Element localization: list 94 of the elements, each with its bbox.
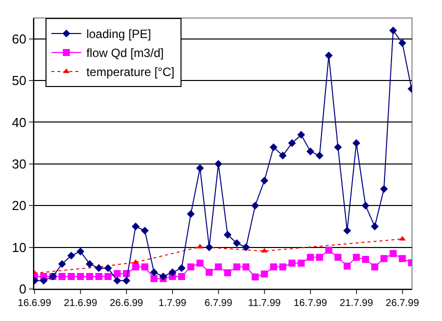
point	[270, 263, 278, 270]
point	[58, 272, 66, 280]
x-tick-label: 11.7.99	[248, 298, 282, 309]
point	[58, 260, 66, 268]
point	[242, 263, 250, 270]
point	[186, 210, 195, 218]
point	[362, 202, 370, 210]
point	[224, 230, 232, 239]
x-tick-label: 6.7.99	[204, 298, 233, 309]
y-tick-label: 30	[12, 156, 26, 172]
point	[233, 263, 240, 270]
point	[297, 130, 306, 139]
point	[132, 263, 140, 270]
point	[260, 176, 268, 184]
point	[132, 222, 140, 230]
point	[325, 246, 332, 254]
point	[68, 272, 75, 280]
point	[122, 276, 130, 285]
point	[344, 262, 351, 270]
y-tick-label: 50	[12, 73, 26, 88]
point	[150, 275, 158, 282]
point	[324, 52, 333, 60]
point	[270, 143, 278, 152]
point	[104, 264, 112, 272]
point	[224, 269, 232, 276]
point	[389, 26, 398, 34]
point	[141, 263, 148, 270]
point	[370, 222, 379, 230]
point	[206, 268, 213, 276]
point	[67, 252, 76, 260]
point	[196, 164, 204, 172]
point	[352, 254, 360, 261]
x-tick-label: 21.7.99	[340, 298, 374, 309]
x-tick-label: 1.7.99	[158, 298, 187, 309]
point	[380, 255, 388, 262]
point	[40, 276, 48, 285]
legend-label: flow Qd [m3/d]	[86, 46, 164, 60]
point	[306, 148, 314, 156]
point	[76, 248, 84, 256]
x-tick-label: 21.6.99	[64, 298, 98, 309]
point	[288, 260, 296, 267]
point	[86, 272, 94, 280]
y-tick-label: 40	[12, 114, 26, 130]
point	[252, 273, 259, 280]
point	[94, 264, 103, 272]
legend-label: temperature [°C]	[86, 65, 175, 80]
point	[232, 239, 241, 248]
point	[352, 139, 360, 147]
point	[140, 226, 149, 235]
point	[306, 254, 314, 261]
point	[76, 272, 84, 280]
point	[205, 243, 214, 252]
point	[316, 254, 324, 261]
x-tick-label: 26.6.99	[110, 298, 144, 309]
point	[196, 244, 204, 248]
point	[371, 263, 378, 270]
point	[214, 160, 222, 168]
y-tick-label: 0	[19, 282, 26, 297]
point	[260, 270, 268, 278]
point	[214, 263, 222, 270]
point	[362, 256, 370, 263]
point	[104, 272, 112, 280]
point	[380, 185, 388, 193]
point	[334, 254, 342, 261]
x-tick-label: 26.7.99	[386, 298, 420, 309]
legend-label: loading [PE]	[86, 27, 152, 42]
point	[398, 255, 406, 262]
y-tick-label: 10	[12, 240, 26, 255]
point	[168, 268, 176, 276]
point	[150, 268, 158, 276]
y-tick-label: 60	[12, 31, 26, 46]
point	[113, 276, 122, 285]
point	[279, 263, 286, 270]
point	[86, 260, 94, 268]
point	[343, 226, 352, 235]
point	[242, 243, 250, 252]
point	[298, 260, 305, 267]
point	[187, 263, 194, 270]
point	[196, 260, 204, 267]
point	[95, 272, 102, 280]
point	[398, 39, 406, 47]
point	[316, 152, 324, 160]
point	[159, 272, 168, 280]
x-tick-label: 16.7.99	[294, 298, 328, 309]
point	[114, 270, 121, 278]
point	[251, 202, 260, 210]
point	[288, 139, 296, 147]
x-tick-label: 16.6.99	[18, 298, 52, 309]
y-tick-label: 20	[12, 198, 26, 214]
point	[334, 143, 342, 152]
point	[178, 264, 186, 272]
point	[390, 250, 397, 258]
point	[278, 152, 287, 160]
point	[178, 272, 186, 280]
